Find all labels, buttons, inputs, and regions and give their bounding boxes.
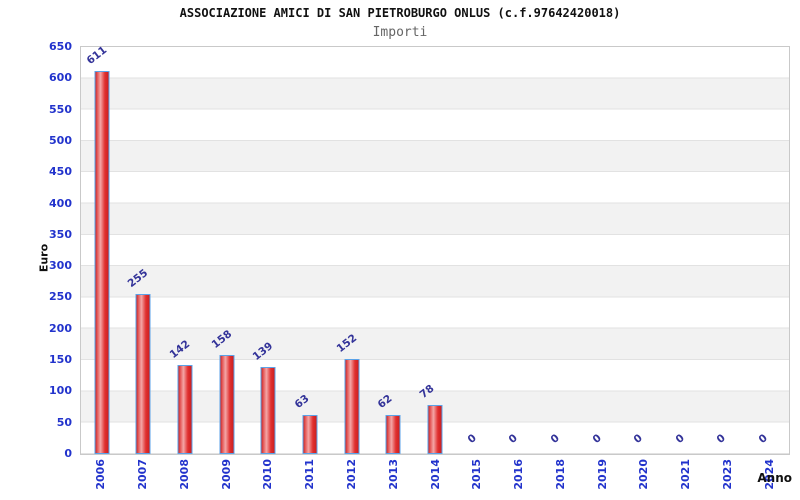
plot-area: 611 255 142 158 139 63 152 62 78 0 0 0 0 0 0 0 0 <box>80 44 790 455</box>
x-tick-label: 2023 <box>720 459 734 490</box>
bar <box>177 365 193 454</box>
x-tick-label: 2015 <box>470 459 484 490</box>
value-label: 62 <box>375 392 395 412</box>
y-tick-label: 550 <box>49 102 72 116</box>
chart-subtitle: Importi <box>372 25 428 40</box>
y-tick-label: 400 <box>49 196 72 210</box>
bar-slot: 0 <box>706 47 748 454</box>
x-tick-slot: 2018 <box>539 459 581 499</box>
x-tick-label: 2019 <box>595 459 609 490</box>
x-tick-label: 2011 <box>303 459 317 490</box>
value-label: 142 <box>167 338 193 362</box>
value-label: 0 <box>631 432 645 446</box>
bar <box>219 355 235 454</box>
y-tick-label: 450 <box>49 165 72 179</box>
x-tick-slot: 2012 <box>331 459 373 499</box>
y-tick-label: 600 <box>49 71 72 85</box>
bar <box>260 367 276 454</box>
value-label: 0 <box>548 432 562 446</box>
value-label: 0 <box>715 432 729 446</box>
x-tick-slot: 2020 <box>623 459 665 499</box>
bar <box>385 415 401 454</box>
bar-slot: 0 <box>497 47 539 454</box>
y-tick-label: 650 <box>49 40 72 53</box>
y-tick-label: 350 <box>49 227 72 241</box>
x-tick-label: 2009 <box>219 459 233 490</box>
x-tick-slot: 2013 <box>372 459 414 499</box>
x-tick-label: 2016 <box>512 459 526 490</box>
y-tick-label: 250 <box>49 290 72 304</box>
x-tick-label: 2021 <box>679 459 693 490</box>
bar-slot: 139 <box>248 47 290 454</box>
value-label: 158 <box>209 328 235 352</box>
y-tick-label: 300 <box>49 259 72 273</box>
bar-slot: 63 <box>289 47 331 454</box>
x-tick-label: 2008 <box>177 459 191 490</box>
x-tick-slot: 2007 <box>122 459 164 499</box>
value-label: 0 <box>590 432 604 446</box>
value-label: 0 <box>506 432 520 446</box>
x-tick-slot: 2015 <box>456 459 498 499</box>
bar <box>344 358 360 454</box>
bar-slot: 62 <box>372 47 414 454</box>
value-label: 139 <box>250 340 276 363</box>
bar-slot: 0 <box>539 47 581 454</box>
bar <box>94 71 110 454</box>
x-tick-label: 2020 <box>637 459 651 490</box>
chart-title: ASSOCIAZIONE AMICI DI SAN PIETROBURGO ON… <box>179 6 621 20</box>
value-label: 63 <box>292 392 312 411</box>
bar-slot: 152 <box>331 47 373 454</box>
x-tick-slot: 2011 <box>289 459 331 499</box>
y-tick-label: 100 <box>49 384 72 398</box>
bar-slot: 158 <box>206 47 248 454</box>
bar-slot: 611 <box>81 44 123 454</box>
value-label: 611 <box>84 44 110 68</box>
value-label: 0 <box>756 432 770 446</box>
value-label: 152 <box>334 331 359 355</box>
value-label: 0 <box>673 432 687 446</box>
x-tick-slot: 2016 <box>498 459 540 499</box>
y-tick-label: 500 <box>49 133 72 147</box>
x-tick-slot: 2008 <box>164 459 206 499</box>
x-tick-slot: 2014 <box>414 459 456 499</box>
y-tick-label: 0 <box>64 447 72 460</box>
bar <box>427 405 443 454</box>
x-tick-label: 2006 <box>94 459 108 490</box>
x-tick-label: 2010 <box>261 459 275 490</box>
y-tick-label: 50 <box>56 415 72 429</box>
bar-slot: 142 <box>164 47 206 454</box>
y-tick-label: 150 <box>49 353 72 367</box>
x-tick-label: 2014 <box>428 459 442 490</box>
bar <box>135 294 151 454</box>
x-tick-label: 2012 <box>344 459 358 490</box>
x-tick-slot: 2023 <box>706 459 748 499</box>
value-label: 0 <box>465 432 479 446</box>
bar-slot: 78 <box>414 47 456 454</box>
bar-slot: 0 <box>664 47 706 454</box>
bar-slot: 0 <box>581 47 623 454</box>
x-tick-labels: 2006 2007 2008 2009 2010 2011 2012 2013 2014 2015… <box>80 459 790 499</box>
x-tick-label: 2007 <box>136 459 150 490</box>
x-tick-slot: 2021 <box>665 459 707 499</box>
x-tick-slot: 2006 <box>80 459 122 499</box>
x-tick-slot: 2009 <box>205 459 247 499</box>
bar-slot: 0 <box>747 47 789 454</box>
bar-slot: 0 <box>622 47 664 454</box>
value-label: 255 <box>126 267 151 291</box>
bar-slot: 255 <box>123 47 165 454</box>
y-tick-label: 200 <box>49 321 72 335</box>
x-tick-slot: 2010 <box>247 459 289 499</box>
value-label: 78 <box>417 382 437 402</box>
x-tick-label: 2018 <box>553 459 567 490</box>
bar <box>302 414 318 454</box>
bar-slot: 0 <box>456 47 498 454</box>
x-tick-slot: 2019 <box>581 459 623 499</box>
x-axis-title: Anno <box>757 471 792 485</box>
x-tick-label: 2013 <box>386 459 400 490</box>
